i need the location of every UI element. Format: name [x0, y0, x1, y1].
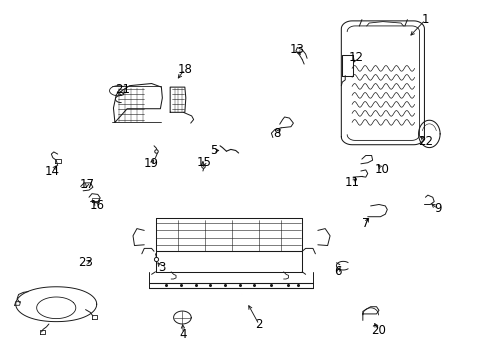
Text: 12: 12	[348, 51, 363, 64]
Text: 21: 21	[115, 83, 129, 96]
Text: 8: 8	[273, 127, 281, 140]
Text: 5: 5	[210, 144, 218, 157]
Text: 13: 13	[289, 43, 304, 56]
Text: 2: 2	[255, 318, 263, 331]
Text: 7: 7	[361, 217, 369, 230]
Text: 17: 17	[80, 178, 94, 191]
Polygon shape	[342, 55, 352, 76]
Text: 10: 10	[374, 163, 389, 176]
Text: 14: 14	[45, 165, 60, 178]
Text: 19: 19	[144, 157, 159, 170]
Text: 1: 1	[421, 13, 428, 26]
Polygon shape	[418, 120, 439, 148]
Text: 11: 11	[344, 176, 359, 189]
Text: 9: 9	[433, 202, 441, 215]
Text: 20: 20	[371, 324, 386, 337]
Polygon shape	[170, 87, 185, 112]
Text: 3: 3	[157, 261, 165, 274]
Text: 16: 16	[89, 199, 104, 212]
Text: 23: 23	[78, 256, 93, 269]
Polygon shape	[341, 21, 424, 145]
Text: 22: 22	[417, 135, 432, 148]
Text: 6: 6	[333, 265, 341, 278]
Text: 4: 4	[179, 328, 187, 341]
Text: 18: 18	[177, 63, 192, 76]
Polygon shape	[113, 84, 162, 122]
Text: 15: 15	[197, 156, 211, 169]
